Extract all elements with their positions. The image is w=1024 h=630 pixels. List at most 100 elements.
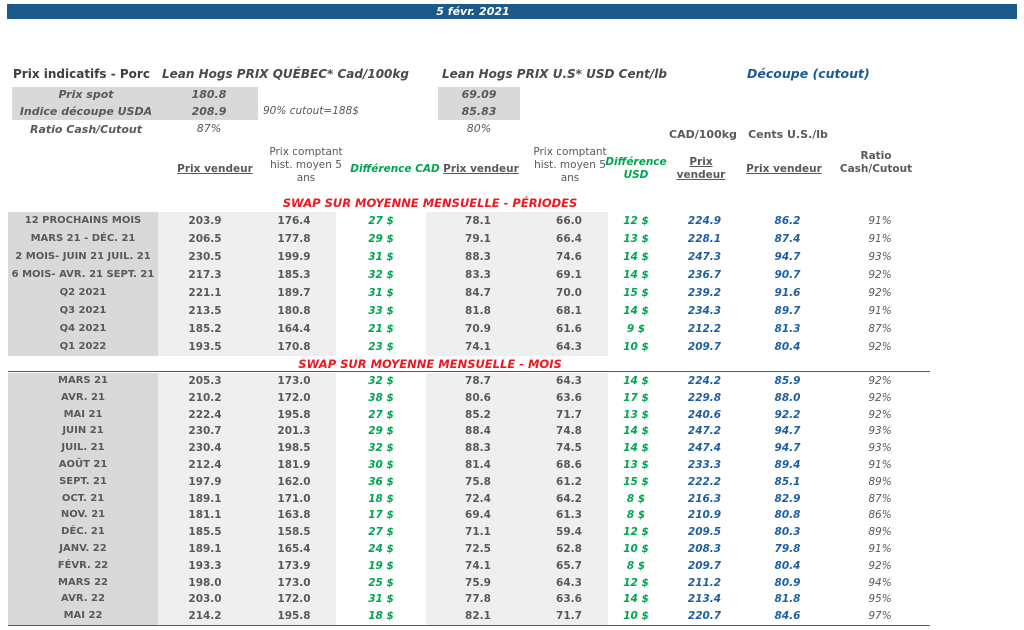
cad-100kg-prix-vendeur: 236.7 (687, 269, 722, 281)
col-header-prix-comptant-usd: Prix comptant hist. moyen 5 ans (533, 146, 607, 184)
row-label: JUIN 21 (8, 423, 158, 441)
ratio-cash-cutout: 92% (868, 408, 892, 421)
cad-100kg-prix-vendeur: 220.7 (687, 610, 722, 623)
ratio-cash-cutout: 92% (868, 269, 892, 281)
ratio-cash-cutout-quebec: 87% (196, 122, 222, 135)
difference-usd: 10 $ (623, 610, 649, 623)
section-title-periodes: SWAP SUR MOYENNE MENSUELLE - PÉRIODES (282, 196, 578, 210)
ratio-cash-cutout: 92% (868, 375, 892, 387)
difference-usd: 14 $ (623, 375, 649, 387)
prix-vendeur-usd: 83.3 (426, 266, 530, 284)
ratio-cash-cutout: 91% (868, 542, 892, 555)
prix-vendeur-cad: 198.0 (158, 574, 252, 592)
table-row: MARS 22 198.0 173.0 25 $ 75.9 64.3 12 $ 211.2 80… (8, 574, 930, 592)
difference-usd: 15 $ (623, 287, 649, 299)
prix-vendeur-usd: 88.3 (426, 248, 530, 266)
prix-comptant-usd: 59.4 (530, 524, 608, 541)
prix-vendeur-cad: 217.3 (158, 266, 252, 284)
prix-vendeur-usd: 79.1 (426, 230, 530, 248)
cad-100kg-prix-vendeur: 213.4 (687, 593, 722, 606)
prix-comptant-cad: 201.3 (252, 423, 336, 441)
row-label: MARS 21 (8, 373, 158, 390)
cents-us-lb-prix-vendeur: 80.9 (774, 576, 801, 589)
prix-comptant-usd: 68.1 (530, 302, 608, 320)
difference-cad: 29 $ (368, 425, 394, 438)
swap-table-periodes: 12 PROCHAINS MOIS 203.9 176.4 27 $ 78.1 66.0 1… (8, 212, 930, 356)
usda-cutout-index-label: Indice découpe USDA (19, 104, 153, 118)
prix-vendeur-cad: 206.5 (158, 230, 252, 248)
cents-us-lb-prix-vendeur: 90.7 (774, 269, 801, 281)
table-row: FÉVR. 22 193.3 173.9 19 $ 74.1 65.7 8 $ 209.7 80… (8, 557, 930, 575)
difference-usd: 8 $ (626, 492, 646, 505)
cad-100kg-prix-vendeur: 224.9 (687, 215, 722, 227)
prix-comptant-usd: 70.0 (530, 284, 608, 302)
col-header-difference-usd: Différence USD (605, 156, 667, 181)
row-label: 6 MOIS- AVR. 21 SEPT. 21 (8, 266, 158, 284)
cad-100kg-prix-vendeur: 224.2 (687, 375, 722, 387)
cad-100kg-prix-vendeur: 247.2 (687, 425, 722, 438)
table-row: SEPT. 21 197.9 162.0 36 $ 75.8 61.2 15 $ 222.2 8… (8, 473, 930, 491)
quebec-spot-block: Prix spot 180.8 Indice découpe USDA 208.… (12, 87, 258, 120)
report-date-bar: 5 févr. 2021 (7, 4, 1017, 19)
prix-comptant-usd: 63.6 (530, 591, 608, 609)
difference-usd: 17 $ (623, 391, 649, 404)
col-header-prix-comptant-cad: Prix comptant hist. moyen 5 ans (269, 146, 343, 184)
cents-us-lb-prix-vendeur: 89.4 (774, 458, 801, 471)
prix-vendeur-usd: 80.6 (426, 389, 530, 407)
prix-comptant-usd: 63.6 (530, 389, 608, 407)
difference-cad: 32 $ (368, 269, 394, 281)
difference-cad: 32 $ (368, 442, 394, 455)
row-label: MARS 22 (8, 574, 158, 592)
cad-100kg-prix-vendeur: 209.5 (687, 526, 722, 539)
cad-100kg-prix-vendeur: 208.3 (687, 542, 722, 555)
prix-comptant-usd: 62.8 (530, 540, 608, 558)
cents-us-lb-prix-vendeur: 80.4 (774, 341, 801, 353)
row-label: AOÛT 21 (8, 456, 158, 474)
prix-comptant-cad: 177.8 (252, 230, 336, 248)
difference-cad: 25 $ (368, 576, 394, 589)
ratio-cash-cutout: 91% (868, 215, 892, 227)
cad-100kg-prix-vendeur: 216.3 (687, 492, 722, 505)
ratio-cash-cutout: 92% (868, 341, 892, 353)
prix-vendeur-cad: 222.4 (158, 406, 252, 424)
cents-us-lb-prix-vendeur: 91.6 (774, 287, 801, 299)
prix-vendeur-cad: 203.0 (158, 591, 252, 609)
ratio-cash-cutout: 93% (868, 251, 892, 263)
difference-cad: 30 $ (368, 458, 394, 471)
ratio-cash-cutout: 93% (868, 442, 892, 455)
difference-usd: 15 $ (623, 475, 649, 488)
ratio-cash-cutout: 86% (868, 509, 892, 522)
prix-comptant-cad: 173.0 (252, 574, 336, 592)
table-row: 2 MOIS- JUIN 21 JUIL. 21 230.5 199.9 31 $ 88… (8, 248, 930, 266)
cad-100kg-prix-vendeur: 247.4 (687, 442, 722, 455)
prix-comptant-usd: 71.7 (530, 406, 608, 424)
cents-us-lb-prix-vendeur: 86.2 (774, 215, 801, 227)
cad-100kg-prix-vendeur: 222.2 (687, 475, 722, 488)
prix-comptant-cad: 176.4 (252, 212, 336, 230)
ratio-cash-cutout: 91% (868, 458, 892, 471)
difference-cad: 38 $ (368, 391, 394, 404)
row-label: AVR. 22 (8, 591, 158, 609)
prix-comptant-usd: 61.6 (530, 320, 608, 338)
table-row: JANV. 22 189.1 165.4 24 $ 72.5 62.8 10 $ 208.3 7… (8, 540, 930, 558)
difference-cad: 27 $ (368, 526, 394, 539)
prix-comptant-cad: 158.5 (252, 524, 336, 541)
prix-comptant-usd: 66.4 (530, 230, 608, 248)
prix-comptant-cad: 195.8 (252, 608, 336, 625)
table-row: Q1 2022 193.5 170.8 23 $ 74.1 64.3 10 $ 209.7 80… (8, 338, 930, 356)
prix-comptant-usd: 64.3 (530, 338, 608, 356)
ratio-cash-cutout: 97% (868, 610, 892, 623)
row-label: FÉVR. 22 (8, 557, 158, 575)
prix-comptant-cad: 172.0 (252, 389, 336, 407)
difference-usd: 8 $ (626, 509, 646, 522)
cad-100kg-prix-vendeur: 240.6 (687, 408, 722, 421)
cents-us-lb-prix-vendeur: 81.8 (774, 593, 801, 606)
prix-vendeur-cad: 212.4 (158, 456, 252, 474)
prix-comptant-usd: 74.5 (530, 440, 608, 457)
difference-cad: 31 $ (368, 251, 394, 263)
cents-us-lb-prix-vendeur: 82.9 (774, 492, 801, 505)
usda-cutout-index-us: 85.83 (461, 104, 497, 118)
prix-vendeur-cad: 181.1 (158, 507, 252, 525)
difference-usd: 9 $ (626, 323, 646, 335)
